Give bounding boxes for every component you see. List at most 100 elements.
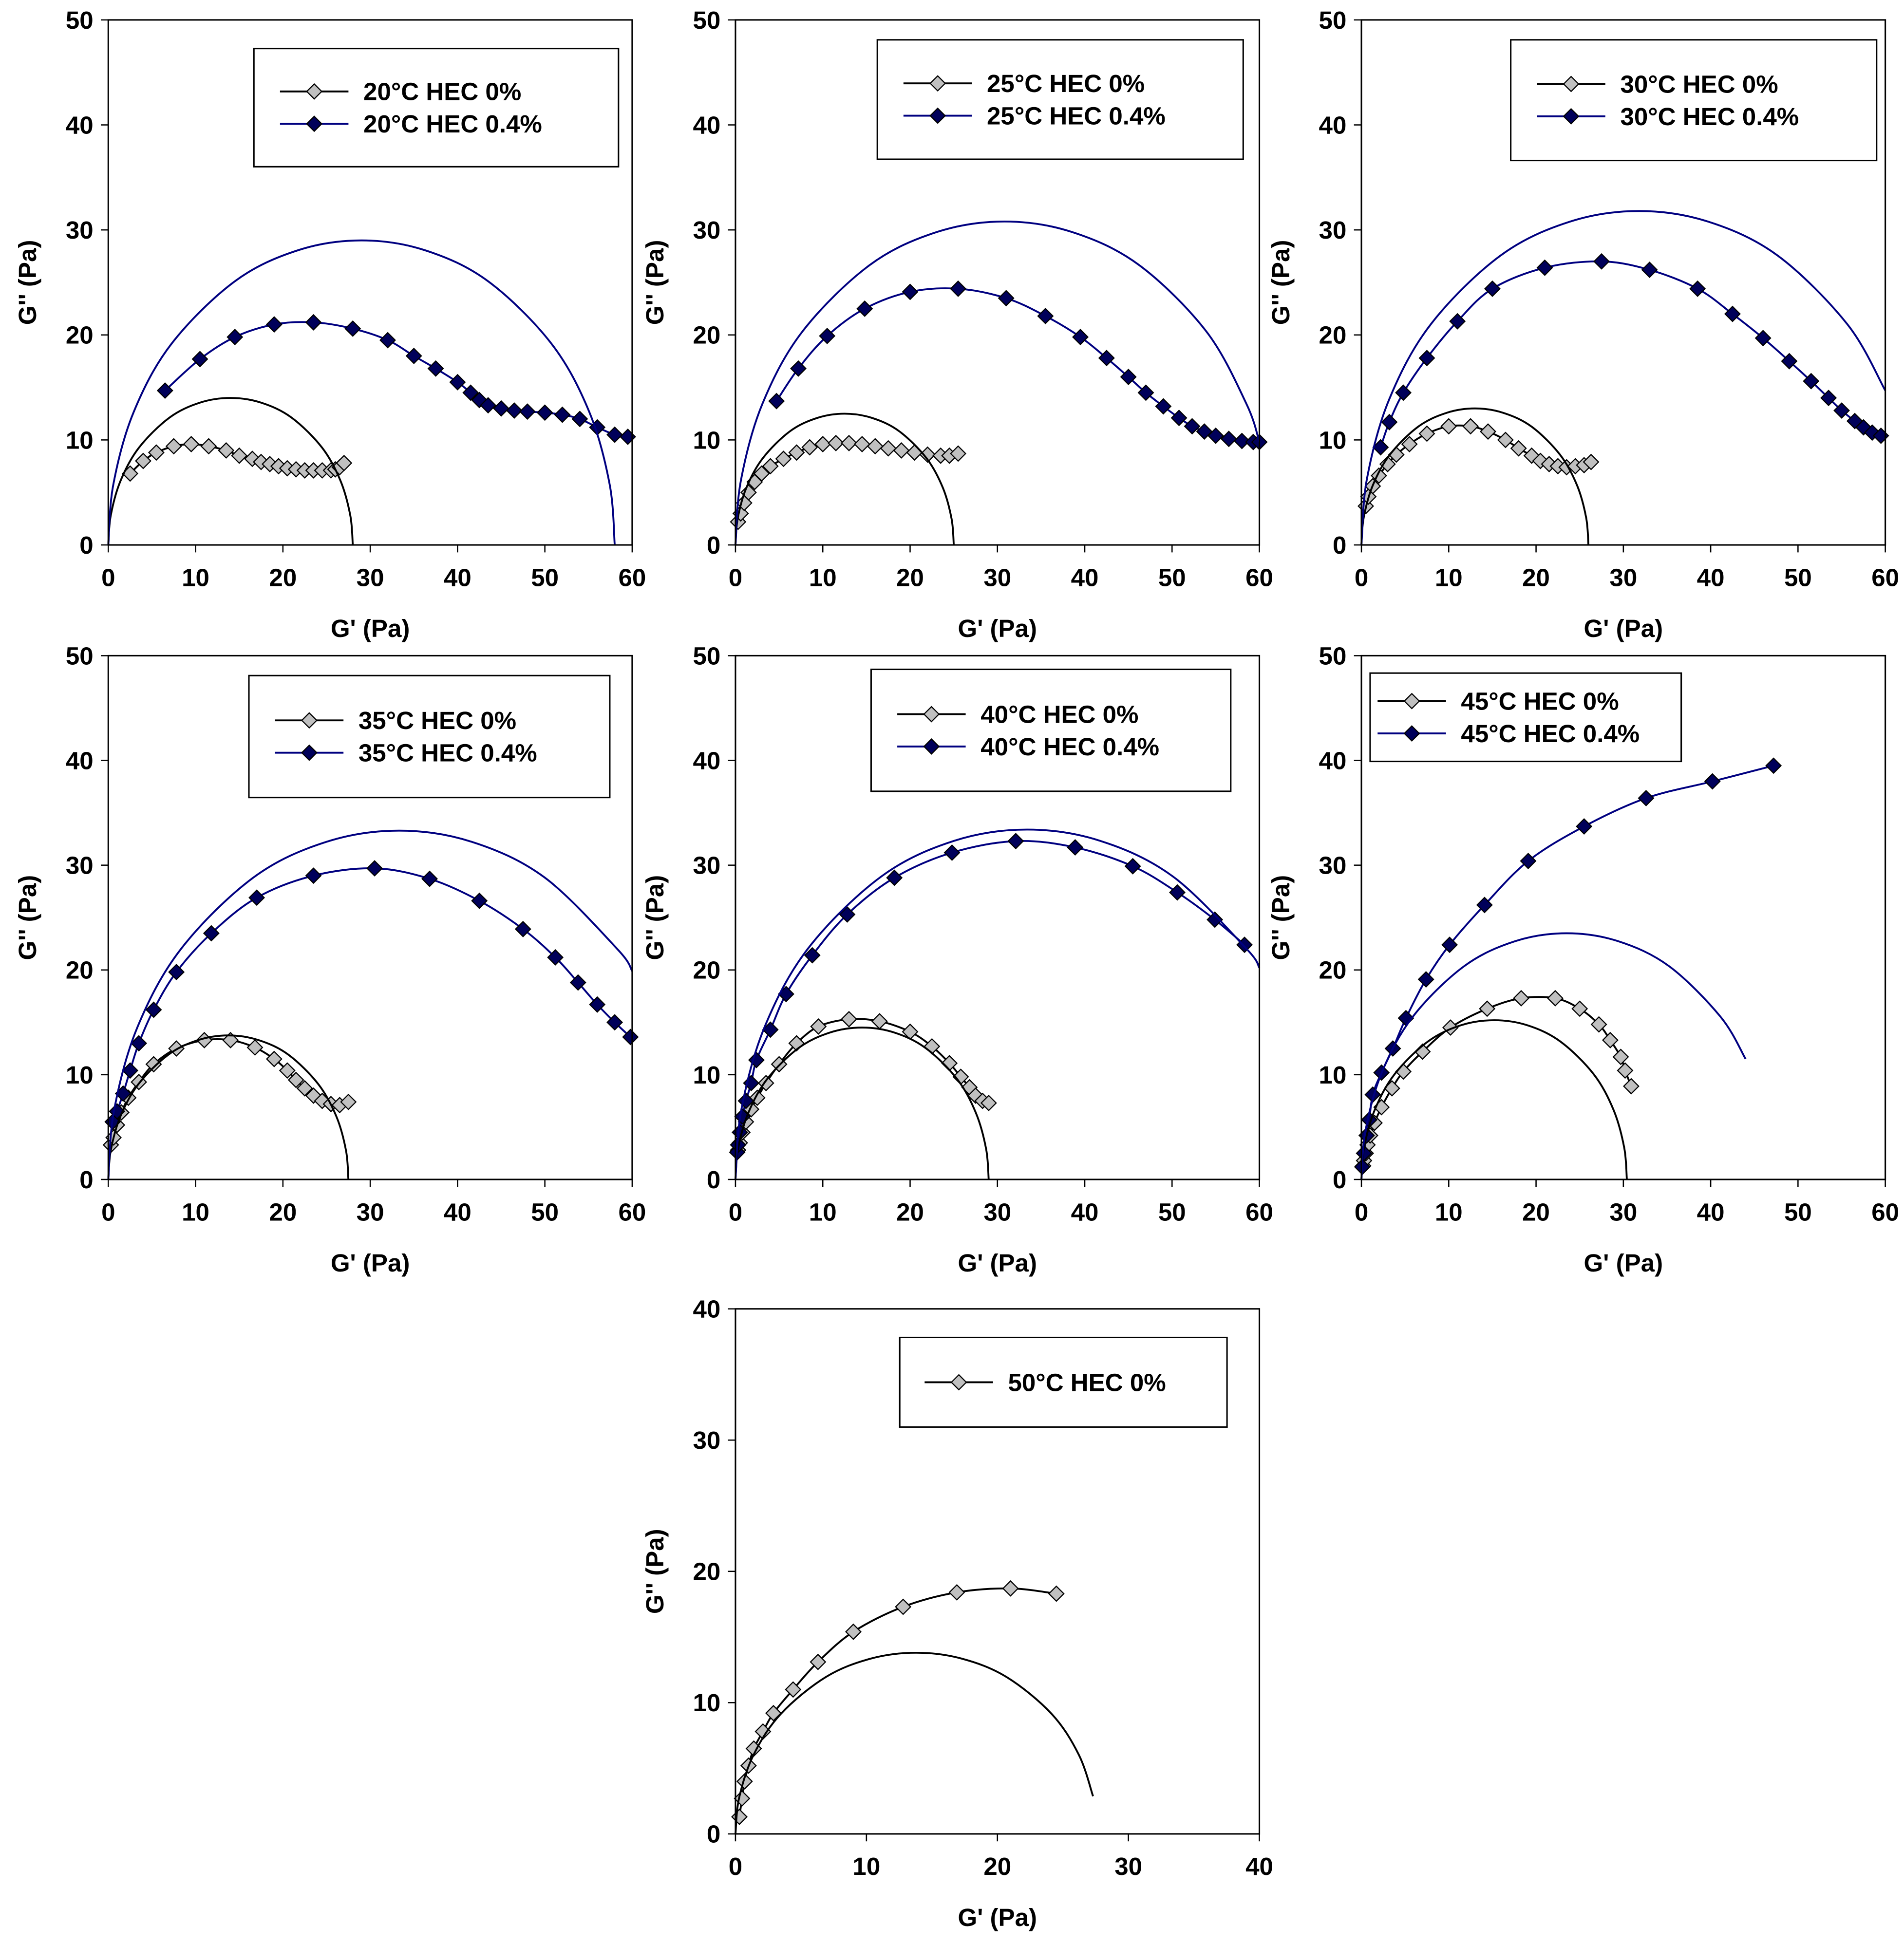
y-tick-label: 10 bbox=[66, 426, 94, 454]
x-tick-label: 40 bbox=[444, 563, 471, 591]
marker bbox=[554, 406, 571, 423]
marker bbox=[1098, 350, 1115, 367]
legend-marker bbox=[306, 115, 323, 132]
legend-label: 35°C HEC 0.4% bbox=[358, 739, 537, 767]
x-tick-label: 10 bbox=[809, 563, 837, 591]
marker bbox=[902, 283, 919, 300]
marker bbox=[804, 947, 821, 964]
marker bbox=[1417, 971, 1434, 988]
x-axis-label: G' (Pa) bbox=[958, 615, 1037, 642]
legend: 25°C HEC 0% 25°C HEC 0.4% bbox=[876, 39, 1244, 160]
legend-box bbox=[1510, 39, 1878, 162]
marker bbox=[1641, 262, 1658, 279]
marker bbox=[1233, 432, 1250, 449]
x-tick-label: 10 bbox=[182, 563, 209, 591]
legend-box bbox=[1369, 672, 1682, 763]
x-tick-label: 0 bbox=[729, 1852, 742, 1880]
marker bbox=[880, 440, 897, 457]
legend-box bbox=[248, 674, 611, 799]
marker bbox=[405, 347, 422, 364]
legend-box bbox=[870, 668, 1232, 792]
marker bbox=[1120, 369, 1137, 385]
x-tick-label: 60 bbox=[1871, 563, 1899, 591]
y-axis-label: G'' (Pa) bbox=[14, 875, 41, 960]
x-tick-label: 40 bbox=[1697, 1198, 1725, 1226]
y-tick-label: 10 bbox=[693, 1061, 720, 1089]
legend: 50°C HEC 0% bbox=[899, 1336, 1228, 1428]
y-axis-label: G'' (Pa) bbox=[1267, 875, 1295, 960]
legend-box bbox=[876, 39, 1244, 160]
y-tick-label: 10 bbox=[1319, 426, 1347, 454]
marker bbox=[950, 280, 967, 297]
marker bbox=[1781, 353, 1798, 370]
x-tick-label: 40 bbox=[444, 1198, 471, 1226]
plot-frame bbox=[1360, 19, 1886, 546]
marker bbox=[305, 1087, 322, 1104]
y-tick-label: 30 bbox=[1319, 852, 1347, 879]
marker bbox=[1381, 413, 1398, 430]
marker bbox=[366, 860, 383, 877]
marker bbox=[589, 996, 606, 1013]
x-tick-label: 40 bbox=[1245, 1852, 1273, 1880]
marker bbox=[788, 1035, 805, 1052]
marker bbox=[736, 1773, 753, 1790]
marker bbox=[279, 1062, 296, 1079]
marker bbox=[622, 1029, 639, 1046]
marker bbox=[191, 351, 208, 368]
marker bbox=[1855, 419, 1872, 436]
marker bbox=[886, 869, 903, 886]
marker bbox=[1576, 818, 1593, 835]
marker bbox=[1372, 439, 1389, 456]
legend-marker bbox=[306, 83, 323, 100]
chart-panel: 0 10 20 30 40 50 0 10 20 30 40 50 60 G' (Pa) G'' (Pa) 2… bbox=[14, 6, 646, 642]
series-line bbox=[1360, 932, 1747, 1180]
marker bbox=[785, 1681, 802, 1698]
y-tick-label: 0 bbox=[707, 531, 720, 559]
marker bbox=[305, 314, 322, 331]
x-tick-label: 30 bbox=[1609, 563, 1637, 591]
marker bbox=[731, 1808, 748, 1825]
x-axis-label: G' (Pa) bbox=[958, 1904, 1037, 1931]
y-tick-label: 0 bbox=[1333, 531, 1346, 559]
marker bbox=[1480, 423, 1496, 440]
marker bbox=[480, 397, 497, 414]
y-axis-label: G'' (Pa) bbox=[641, 875, 669, 960]
marker bbox=[519, 403, 536, 420]
marker bbox=[1383, 1080, 1400, 1097]
marker bbox=[845, 1623, 862, 1640]
marker bbox=[248, 889, 265, 906]
y-axis-label: G'' (Pa) bbox=[1267, 240, 1295, 325]
x-tick-label: 30 bbox=[357, 1198, 384, 1226]
y-tick-label: 0 bbox=[79, 1166, 93, 1194]
legend-marker bbox=[1563, 75, 1580, 93]
series-line bbox=[735, 828, 1261, 1180]
marker bbox=[135, 452, 151, 469]
y-tick-label: 0 bbox=[1333, 1166, 1346, 1194]
marker bbox=[218, 442, 235, 459]
y-tick-label: 0 bbox=[707, 1820, 720, 1848]
marker bbox=[1536, 259, 1553, 276]
marker bbox=[943, 844, 961, 861]
y-tick-label: 50 bbox=[1319, 6, 1347, 34]
marker bbox=[145, 1001, 162, 1018]
legend-label: 20°C HEC 0% bbox=[363, 78, 521, 106]
y-tick-label: 40 bbox=[66, 111, 94, 139]
y-tick-label: 30 bbox=[66, 852, 94, 879]
marker bbox=[1124, 858, 1141, 875]
marker bbox=[1370, 467, 1387, 484]
x-tick-label: 10 bbox=[182, 1198, 209, 1226]
marker bbox=[1440, 418, 1457, 435]
marker bbox=[1067, 839, 1084, 856]
y-tick-label: 40 bbox=[1319, 747, 1347, 774]
marker bbox=[156, 382, 173, 399]
x-tick-label: 0 bbox=[101, 1198, 115, 1226]
marker bbox=[1379, 456, 1396, 472]
legend-label: 30°C HEC 0.4% bbox=[1620, 103, 1799, 131]
x-tick-label: 30 bbox=[1114, 1852, 1142, 1880]
y-tick-label: 10 bbox=[1319, 1061, 1347, 1089]
x-tick-label: 60 bbox=[618, 563, 646, 591]
marker bbox=[1072, 329, 1089, 346]
marker bbox=[462, 384, 479, 401]
legend: 35°C HEC 0% 35°C HEC 0.4% bbox=[248, 674, 611, 799]
y-tick-label: 40 bbox=[693, 747, 720, 774]
